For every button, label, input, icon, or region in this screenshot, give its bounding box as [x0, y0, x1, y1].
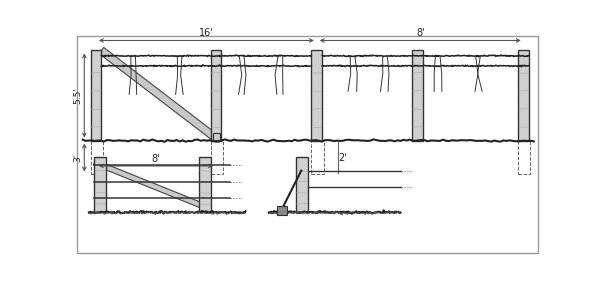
Bar [94, 157, 106, 212]
Text: 8': 8' [152, 154, 160, 164]
Polygon shape [94, 160, 212, 212]
Bar [296, 157, 308, 212]
Bar [311, 51, 322, 141]
Bar [311, 141, 324, 174]
Text: 3': 3' [73, 153, 82, 162]
Text: 2': 2' [338, 152, 347, 162]
Bar [199, 157, 211, 212]
Bar [211, 141, 223, 174]
Text: 8': 8' [416, 28, 425, 38]
Text: 16': 16' [199, 28, 214, 38]
Bar [213, 133, 220, 140]
Text: 5.5': 5.5' [73, 87, 82, 104]
Polygon shape [99, 47, 218, 141]
Bar [91, 51, 101, 141]
Bar [518, 141, 530, 174]
Bar [518, 51, 529, 141]
Bar [412, 51, 423, 141]
Bar [211, 51, 221, 141]
Bar [91, 141, 103, 174]
Bar [277, 206, 287, 214]
